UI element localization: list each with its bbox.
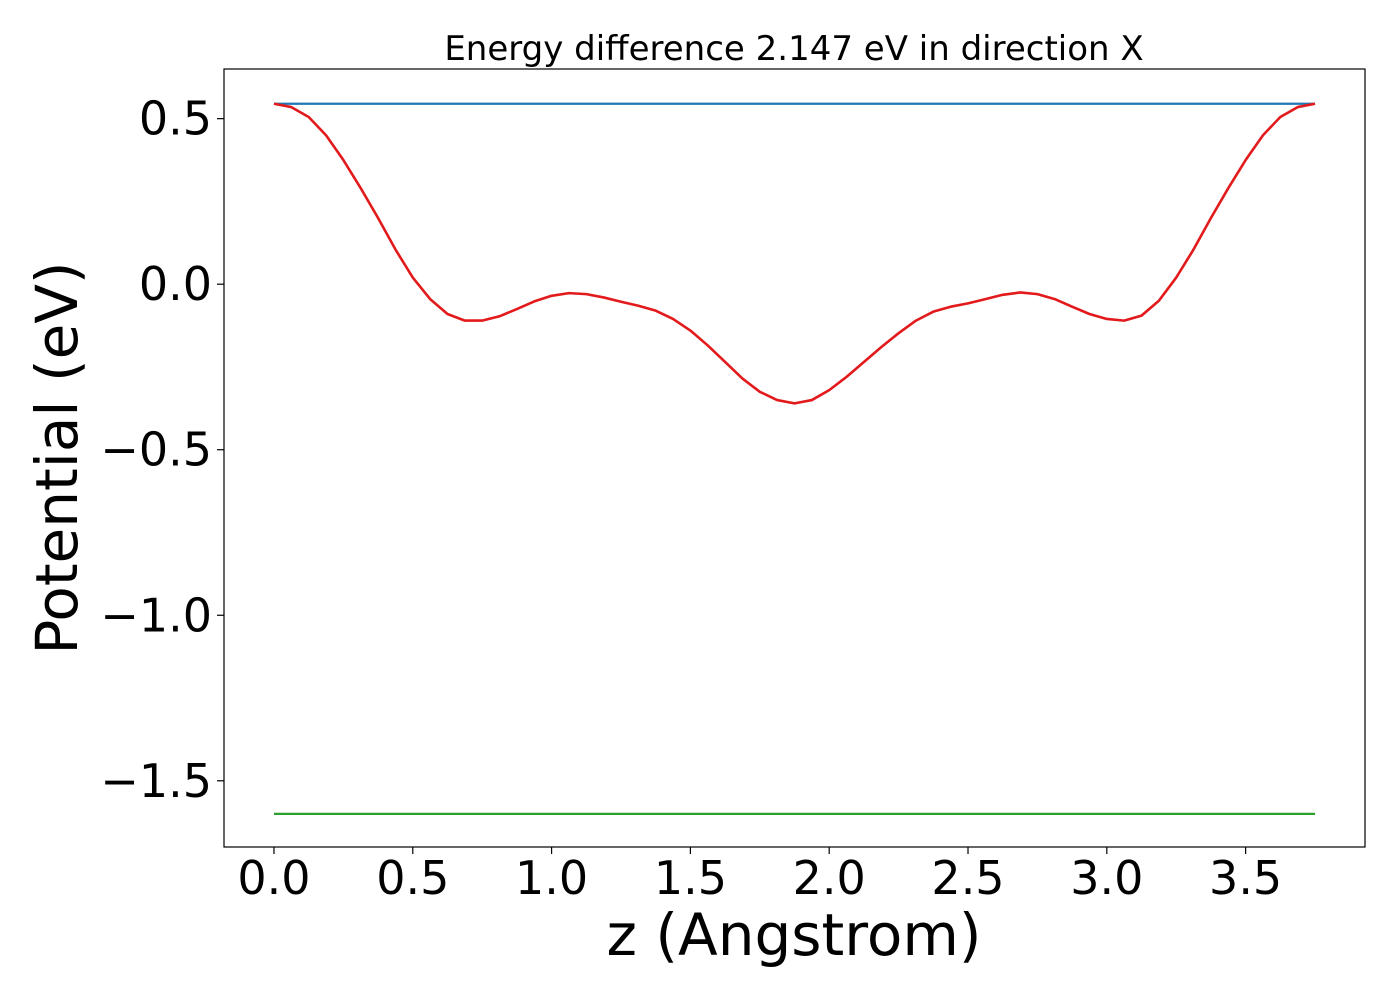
x-tick-label: 1.5 [654, 851, 727, 905]
series-layer [273, 102, 1316, 815]
x-tick-label: 2.5 [931, 851, 1004, 905]
x-axis: 0.0 0.5 1.0 1.5 2.0 2.5 3.0 3.5 [237, 847, 1282, 905]
y-tick-label: −0.5 [100, 423, 212, 477]
x-tick-label: 3.0 [1070, 851, 1143, 905]
y-tick-label: −1.0 [100, 588, 212, 642]
y-axis-label: Potential (eV) [23, 261, 91, 654]
y-tick-label: −1.5 [100, 754, 212, 808]
x-axis-label: z (Angstrom) [607, 901, 982, 969]
x-tick-label: 2.0 [793, 851, 866, 905]
y-tick-label: 0.0 [139, 257, 212, 311]
x-tick-label: 0.0 [237, 851, 310, 905]
chart-title: Energy difference 2.147 eV in direction … [444, 29, 1143, 69]
series-line-3 [273, 102, 1316, 405]
x-tick-label: 3.5 [1209, 851, 1282, 905]
x-tick-label: 1.0 [515, 851, 588, 905]
y-axis: 0.5 0.0 −0.5 −1.0 −1.5 [100, 92, 224, 808]
plot-frame [223, 68, 1366, 848]
y-tick-label: 0.5 [139, 92, 212, 146]
x-tick-label: 0.5 [376, 851, 449, 905]
